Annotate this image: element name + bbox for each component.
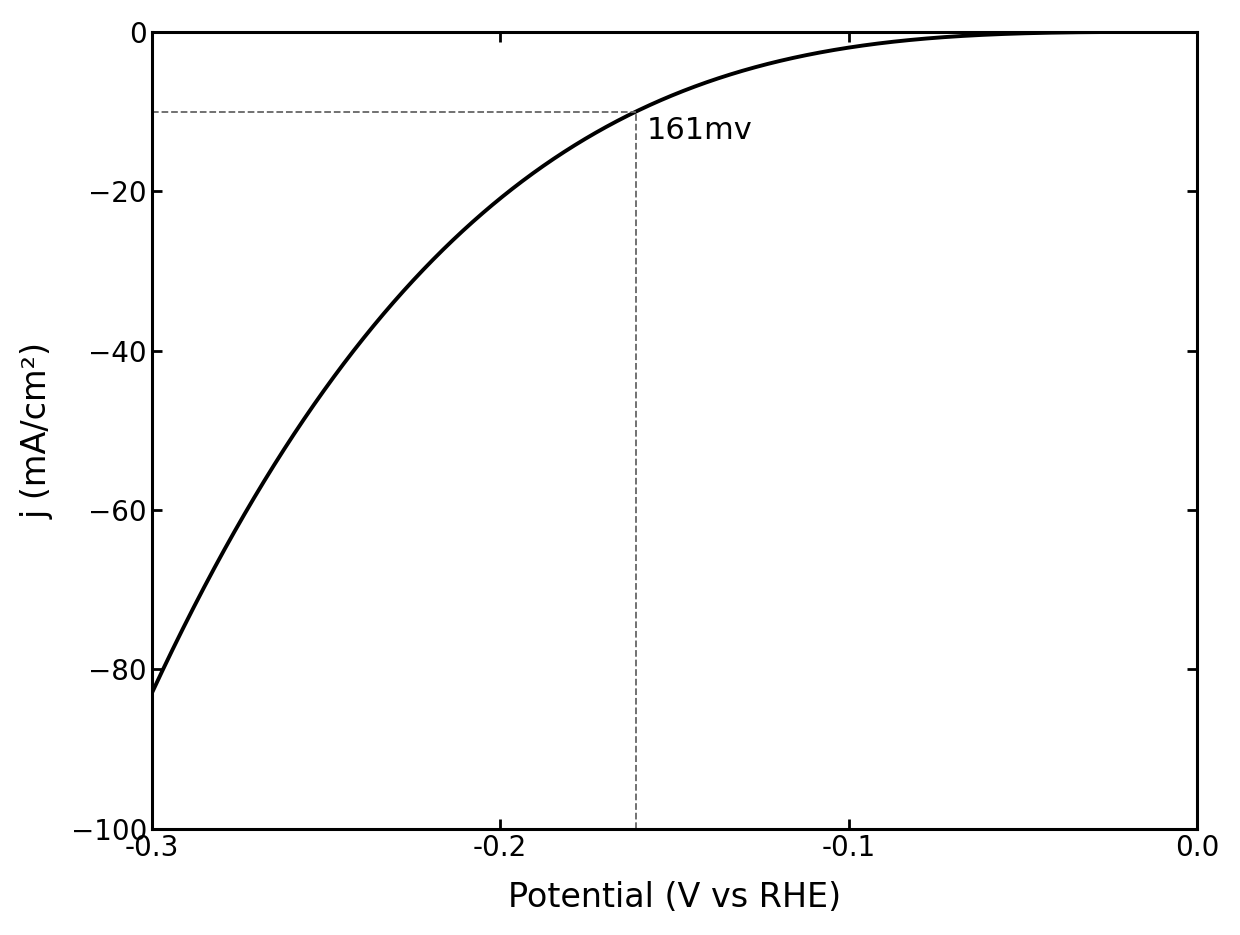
Text: 161mv: 161mv (646, 116, 753, 145)
Y-axis label: j (mA/cm²): j (mA/cm²) (21, 342, 53, 519)
X-axis label: Potential (V vs RHE): Potential (V vs RHE) (508, 881, 841, 914)
